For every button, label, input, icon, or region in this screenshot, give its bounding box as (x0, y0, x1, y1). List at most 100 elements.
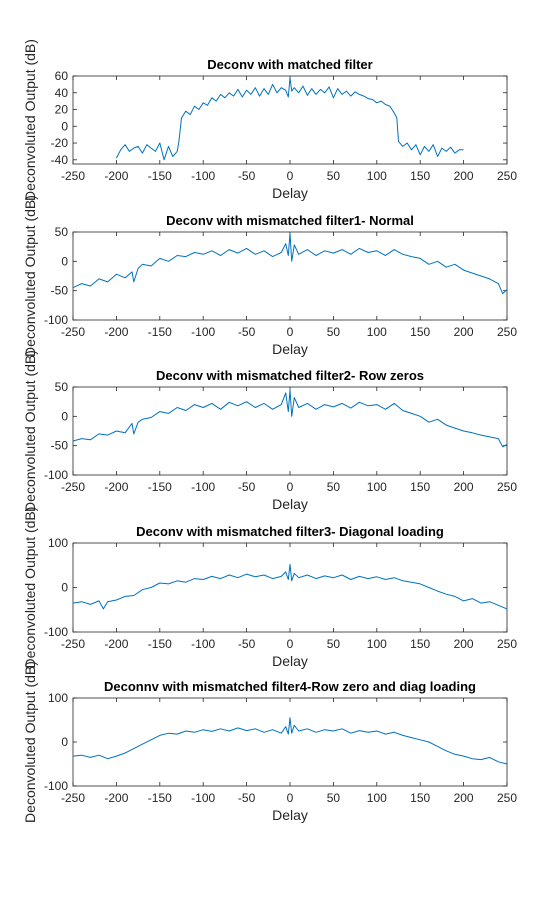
x-tick-label: 200 (454, 480, 474, 494)
x-tick-label: 250 (497, 791, 517, 805)
x-axis-label: Delay (272, 341, 308, 357)
x-tick-label: 100 (367, 325, 387, 339)
y-tick-label: -20 (51, 136, 69, 150)
series-line-1 (72, 232, 508, 295)
y-tick-label: -100 (44, 313, 68, 327)
x-tick-label: -150 (148, 325, 172, 339)
x-tick-label: -100 (191, 791, 215, 805)
y-tick-label: -40 (51, 153, 69, 167)
x-tick-label: -100 (191, 169, 215, 183)
x-tick-label: 0 (287, 325, 294, 339)
x-tick-label: 200 (454, 791, 474, 805)
y-tick-label: -100 (44, 625, 68, 639)
x-tick-label: -100 (191, 480, 215, 494)
plot-area (72, 75, 508, 165)
x-tick-label: 200 (454, 637, 474, 651)
x-tick-label: -100 (191, 325, 215, 339)
x-tick-label: 150 (410, 480, 430, 494)
x-tick-label: 150 (410, 637, 430, 651)
x-tick-label: -200 (104, 325, 128, 339)
x-tick-label: -50 (238, 637, 256, 651)
x-tick-label: -150 (148, 791, 172, 805)
chart-title: Deconv with mismatched filter1- Normal (166, 213, 414, 228)
y-tick-label: 50 (55, 380, 69, 394)
chart-title: Deconv with mismatched filter3- Diagonal… (136, 524, 444, 539)
x-axis-label: Delay (272, 185, 308, 201)
x-tick-label: -50 (238, 480, 256, 494)
x-tick-label: 250 (497, 325, 517, 339)
y-axis-label: Deconvoluted Output (dB) (22, 195, 38, 357)
y-tick-label: 60 (55, 69, 69, 83)
chart-title: Deconv with matched filter (207, 57, 372, 72)
x-tick-label: 250 (497, 169, 517, 183)
subplot-1: Deconv with matched filter-250 -200 -150 -1… (22, 39, 517, 201)
y-tick-label: 40 (55, 86, 69, 100)
x-tick-label: 0 (287, 480, 294, 494)
x-tick-label: 100 (367, 169, 387, 183)
x-tick-label: 150 (410, 325, 430, 339)
subplot-4: Deconv with mismatched filter3- Diagonal… (22, 507, 517, 669)
x-tick-label: 200 (454, 325, 474, 339)
x-tick-label: -150 (148, 637, 172, 651)
x-tick-label: 50 (327, 480, 341, 494)
y-tick-label: -100 (44, 468, 68, 482)
x-tick-label: 0 (287, 791, 294, 805)
y-axis-label: Deconvoluted Output (dB) (22, 350, 38, 512)
x-axis-label: Delay (272, 496, 308, 512)
y-tick-label: 0 (61, 581, 68, 595)
y-tick-label: -100 (44, 779, 68, 793)
x-tick-label: -250 (61, 480, 85, 494)
y-tick-label: 100 (48, 691, 68, 705)
x-tick-label: 250 (497, 480, 517, 494)
chart-title: Deconnv with mismatched filter4-Row zero… (104, 679, 476, 694)
x-tick-label: -200 (104, 480, 128, 494)
x-axis-label: Delay (272, 653, 308, 669)
x-tick-label: 50 (327, 325, 341, 339)
series-line-1 (115, 77, 464, 161)
x-axis-label: Delay (272, 807, 308, 823)
x-tick-label: 0 (287, 169, 294, 183)
x-tick-label: -250 (61, 169, 85, 183)
x-tick-label: 200 (454, 169, 474, 183)
y-axis-label: Deconvoluted Output (dB) (22, 507, 38, 669)
y-tick-label: 0 (61, 409, 68, 423)
series-line-1 (72, 563, 508, 610)
y-tick-label: -50 (51, 284, 69, 298)
y-tick-label: 50 (55, 225, 69, 239)
x-tick-label: 0 (287, 637, 294, 651)
x-tick-label: 150 (410, 169, 430, 183)
plot-area (72, 231, 508, 321)
x-tick-label: -50 (238, 325, 256, 339)
x-tick-label: -200 (104, 637, 128, 651)
x-tick-label: 50 (327, 169, 341, 183)
y-tick-label: 0 (61, 119, 68, 133)
plot-area (72, 386, 508, 476)
x-tick-label: 100 (367, 480, 387, 494)
x-tick-label: -50 (238, 169, 256, 183)
x-tick-label: -250 (61, 325, 85, 339)
x-tick-label: 150 (410, 791, 430, 805)
x-tick-label: -250 (61, 791, 85, 805)
y-tick-label: 0 (61, 254, 68, 268)
x-tick-label: 100 (367, 637, 387, 651)
subplot-3: Deconv with mismatched filter2- Row zero… (22, 350, 517, 512)
plot-area (72, 697, 508, 787)
series-line-1 (72, 717, 508, 765)
x-tick-label: -200 (104, 791, 128, 805)
x-tick-label: -50 (238, 791, 256, 805)
y-tick-label: -50 (51, 439, 69, 453)
chart-title: Deconv with mismatched filter2- Row zero… (156, 368, 424, 383)
x-tick-label: -100 (191, 637, 215, 651)
y-axis-label: Deconvoluted Output (dB) (22, 39, 38, 201)
x-tick-label: 250 (497, 637, 517, 651)
x-tick-label: -150 (148, 480, 172, 494)
subplot-5: Deconnv with mismatched filter4-Row zero… (22, 661, 517, 823)
x-tick-label: 50 (327, 637, 341, 651)
y-tick-label: 100 (48, 536, 68, 550)
x-tick-label: -200 (104, 169, 128, 183)
x-tick-label: -150 (148, 169, 172, 183)
series-line-1 (72, 389, 508, 448)
y-tick-label: 0 (61, 735, 68, 749)
y-tick-label: 20 (55, 103, 69, 117)
